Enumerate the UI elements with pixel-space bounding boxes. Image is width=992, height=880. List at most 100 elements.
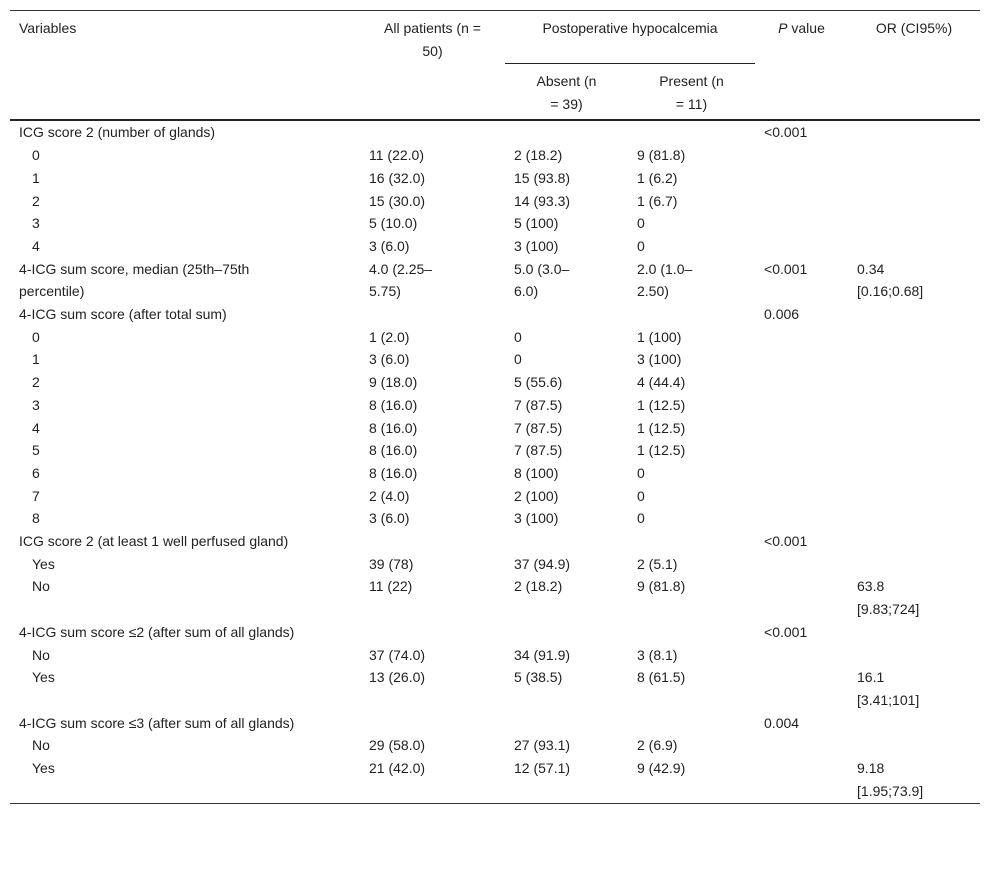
row-label: No (32, 578, 50, 595)
table-cell (848, 190, 980, 213)
table-cell (848, 120, 980, 144)
table-row: 4-ICG sum score ≤2 (after sum of all gla… (10, 621, 980, 644)
header-cell: OR (CI95%) (848, 11, 980, 121)
row-label: 4-ICG sum score, median (25th–75th perce… (19, 260, 250, 300)
cell-text: 0.004 (764, 714, 800, 731)
row-label: ICG score 2 (at least 1 well perfused gl… (19, 533, 289, 550)
header-cell: All patients (n = 50) (360, 11, 505, 121)
table-cell: 1 (10, 167, 360, 190)
table-row: Yes 39 (78) 37 (94.9) 2 (5.1) (10, 553, 980, 576)
table-cell (505, 303, 628, 326)
cell-text: 4.0 (2.25–5.75) (369, 260, 433, 300)
row-label: 4 (32, 237, 40, 254)
cell-text: 9 (81.8) (637, 578, 686, 595)
cell-text: 12 (57.1) (514, 760, 571, 777)
table-cell (848, 417, 980, 440)
row-label: Yes (32, 669, 55, 686)
header-cell: Absent (n = 39) (505, 64, 628, 121)
cell-text: 63.8 [9.83;724] (857, 578, 920, 618)
row-label: 4-ICG sum score ≤3 (after sum of all gla… (19, 714, 295, 731)
cell-text: <0.001 (764, 124, 808, 141)
row-label: No (32, 646, 50, 663)
table-cell: 5 (10.0) (360, 212, 505, 235)
table-row: 3 5 (10.0) 5 (100) 0 (10, 212, 980, 235)
row-label: 0 (32, 328, 40, 345)
cell-text: 3 (100) (514, 510, 559, 527)
cell-text: 13 (26.0) (369, 669, 426, 686)
table-row: 5 8 (16.0) 7 (87.5) 1 (12.5) (10, 439, 980, 462)
cell-text: 37 (94.9) (514, 555, 571, 572)
table-cell: 9 (81.8) (628, 144, 755, 167)
table-cell: 8 (16.0) (360, 462, 505, 485)
table-cell: 8 (100) (505, 462, 628, 485)
table-cell: 4-ICG sum score ≤2 (after sum of all gla… (10, 621, 360, 644)
row-label: 8 (32, 510, 40, 527)
table-cell (505, 712, 628, 735)
table-cell (848, 644, 980, 667)
row-label: 0 (32, 147, 40, 164)
table-cell (755, 348, 848, 371)
row-label: 4-ICG sum score (after total sum) (19, 306, 227, 323)
table-cell: 5 (10, 439, 360, 462)
cell-text: 8 (16.0) (369, 442, 418, 459)
table-cell: 15 (93.8) (505, 167, 628, 190)
table-row: 2 15 (30.0) 14 (93.3) 1 (6.7) (10, 190, 980, 213)
table-cell: 7 (87.5) (505, 394, 628, 417)
row-label: 4 (32, 419, 40, 436)
table-cell: 1 (100) (628, 326, 755, 349)
table-cell: 3 (8.1) (628, 644, 755, 667)
table-row: Yes 21 (42.0) 12 (57.1) 9 (42.9) 9.18 [1.95;… (10, 757, 980, 803)
table-row: 2 9 (18.0) 5 (55.6) 4 (44.4) (10, 371, 980, 394)
row-label: 1 (32, 351, 40, 368)
cell-text: 3 (8.1) (637, 646, 678, 663)
header-text: Postoperative hypocalcemia (542, 20, 718, 36)
cell-text: 1 (6.7) (637, 192, 678, 209)
table-cell: 8 (16.0) (360, 439, 505, 462)
table-cell: 4-ICG sum score ≤3 (after sum of all gla… (10, 712, 360, 735)
table-cell (755, 326, 848, 349)
table-cell (360, 303, 505, 326)
cell-text: 2 (18.2) (514, 578, 563, 595)
cell-text: 7 (87.5) (514, 396, 563, 413)
table-cell: 2.0 (1.0–2.50) (628, 258, 755, 303)
table-cell (848, 326, 980, 349)
table-cell (755, 485, 848, 508)
table-cell: 2 (6.9) (628, 734, 755, 757)
table-cell (755, 734, 848, 757)
cell-text: 0 (637, 464, 645, 481)
table-cell: 2 (5.1) (628, 553, 755, 576)
table-cell (755, 644, 848, 667)
cell-text: 9 (42.9) (637, 760, 686, 777)
table-cell: 15 (30.0) (360, 190, 505, 213)
cell-text: 0.34 [0.16;0.68] (857, 260, 924, 300)
header-text: Variables (19, 20, 77, 36)
row-label: 3 (32, 215, 40, 232)
header-text: value (791, 20, 825, 36)
table-cell (755, 439, 848, 462)
cell-text: 34 (91.9) (514, 646, 571, 663)
cell-text: 9 (81.8) (637, 147, 686, 164)
table-row: 6 8 (16.0) 8 (100) 0 (10, 462, 980, 485)
table-cell: 8 (10, 507, 360, 530)
table-cell (505, 530, 628, 553)
table-cell: 9 (18.0) (360, 371, 505, 394)
table-cell: 14 (93.3) (505, 190, 628, 213)
table-cell: ICG score 2 (number of glands) (10, 120, 360, 144)
table-cell: 11 (22.0) (360, 144, 505, 167)
table-cell (848, 712, 980, 735)
cell-text: 11 (22.0) (369, 147, 424, 164)
cell-text: 16.1 [3.41;101] (857, 669, 920, 708)
header-cell: Present (n = 11) (628, 64, 755, 121)
table-cell: <0.001 (755, 258, 848, 303)
table-row: 4-ICG sum score ≤3 (after sum of all gla… (10, 712, 980, 735)
cell-text: 2.0 (1.0–2.50) (637, 260, 693, 300)
table-row: 7 2 (4.0) 2 (100) 0 (10, 485, 980, 508)
table-cell: 0 (628, 507, 755, 530)
table-cell: 4 (44.4) (628, 371, 755, 394)
table-row: No 37 (74.0) 34 (91.9) 3 (8.1) (10, 644, 980, 667)
table-cell: 9 (81.8) (628, 575, 755, 620)
table-cell: 27 (93.1) (505, 734, 628, 757)
table-cell (848, 621, 980, 644)
row-label: No (32, 737, 50, 754)
table-cell: No (10, 575, 360, 620)
